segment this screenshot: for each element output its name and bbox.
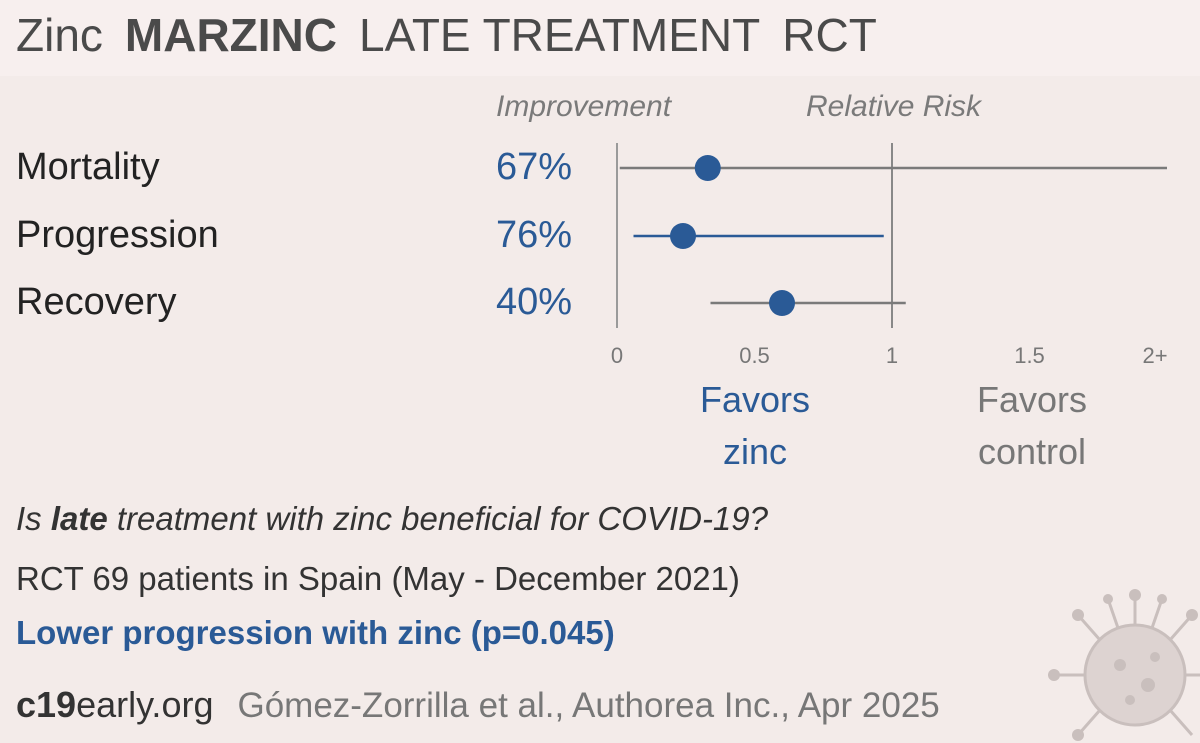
favors-control-line1: Favors bbox=[976, 379, 1088, 420]
question-post: treatment with zinc beneficial for COVID… bbox=[107, 500, 768, 537]
favors-zinc-line1: Favors bbox=[699, 379, 811, 420]
x-tick-label: 1.5 bbox=[1014, 343, 1045, 368]
point-estimate-progression bbox=[670, 223, 696, 249]
question-pre: Is bbox=[16, 500, 51, 537]
x-tick-label: 0.5 bbox=[739, 343, 770, 368]
study-conclusion: Lower progression with zinc (p=0.045) bbox=[16, 614, 615, 651]
improvement-mortality: 67% bbox=[495, 146, 572, 188]
outcome-label-mortality: Mortality bbox=[16, 146, 160, 188]
title-type: RCT bbox=[782, 9, 877, 61]
title-stage: LATE TREATMENT bbox=[358, 9, 761, 61]
relative-risk-column-header: Relative Risk bbox=[806, 90, 982, 123]
site-name-rest: early.org bbox=[76, 684, 214, 725]
footer: c19early.org Gómez-Zorrilla et al., Autho… bbox=[16, 684, 940, 726]
point-estimate-recovery bbox=[769, 290, 795, 316]
study-question: Is late treatment with zinc beneficial f… bbox=[16, 500, 768, 538]
x-tick-label: 0 bbox=[611, 343, 623, 368]
virus-icon bbox=[1048, 589, 1200, 741]
point-estimate-mortality bbox=[694, 155, 721, 181]
outcome-label-recovery: Recovery bbox=[16, 281, 177, 323]
x-tick-label: 1 bbox=[886, 343, 898, 368]
outcome-label-progression: Progression bbox=[16, 214, 219, 256]
header-bar: Zinc MARZINC LATE TREATMENT RCT bbox=[0, 0, 1200, 76]
page-title: Zinc MARZINC LATE TREATMENT RCT bbox=[16, 8, 877, 62]
improvement-column-header: Improvement bbox=[496, 90, 672, 123]
improvement-progression: 76% bbox=[495, 214, 572, 256]
improvement-recovery: 40% bbox=[495, 281, 572, 323]
favors-control-label: Favors control bbox=[932, 374, 1132, 478]
title-drug: Zinc bbox=[16, 9, 103, 61]
citation: Gómez-Zorrilla et al., Authorea Inc., Ap… bbox=[237, 686, 940, 725]
favors-zinc-label: Favors zinc bbox=[655, 374, 855, 478]
favors-zinc-line2: zinc bbox=[722, 431, 788, 472]
x-tick-label: 2+ bbox=[1142, 343, 1167, 368]
site-name-bold: c19 bbox=[16, 684, 77, 725]
title-trial: MARZINC bbox=[124, 9, 337, 61]
study-details: RCT 69 patients in Spain (May - December… bbox=[16, 560, 740, 597]
favors-control-line2: control bbox=[977, 431, 1087, 472]
question-bold: late bbox=[50, 500, 108, 537]
